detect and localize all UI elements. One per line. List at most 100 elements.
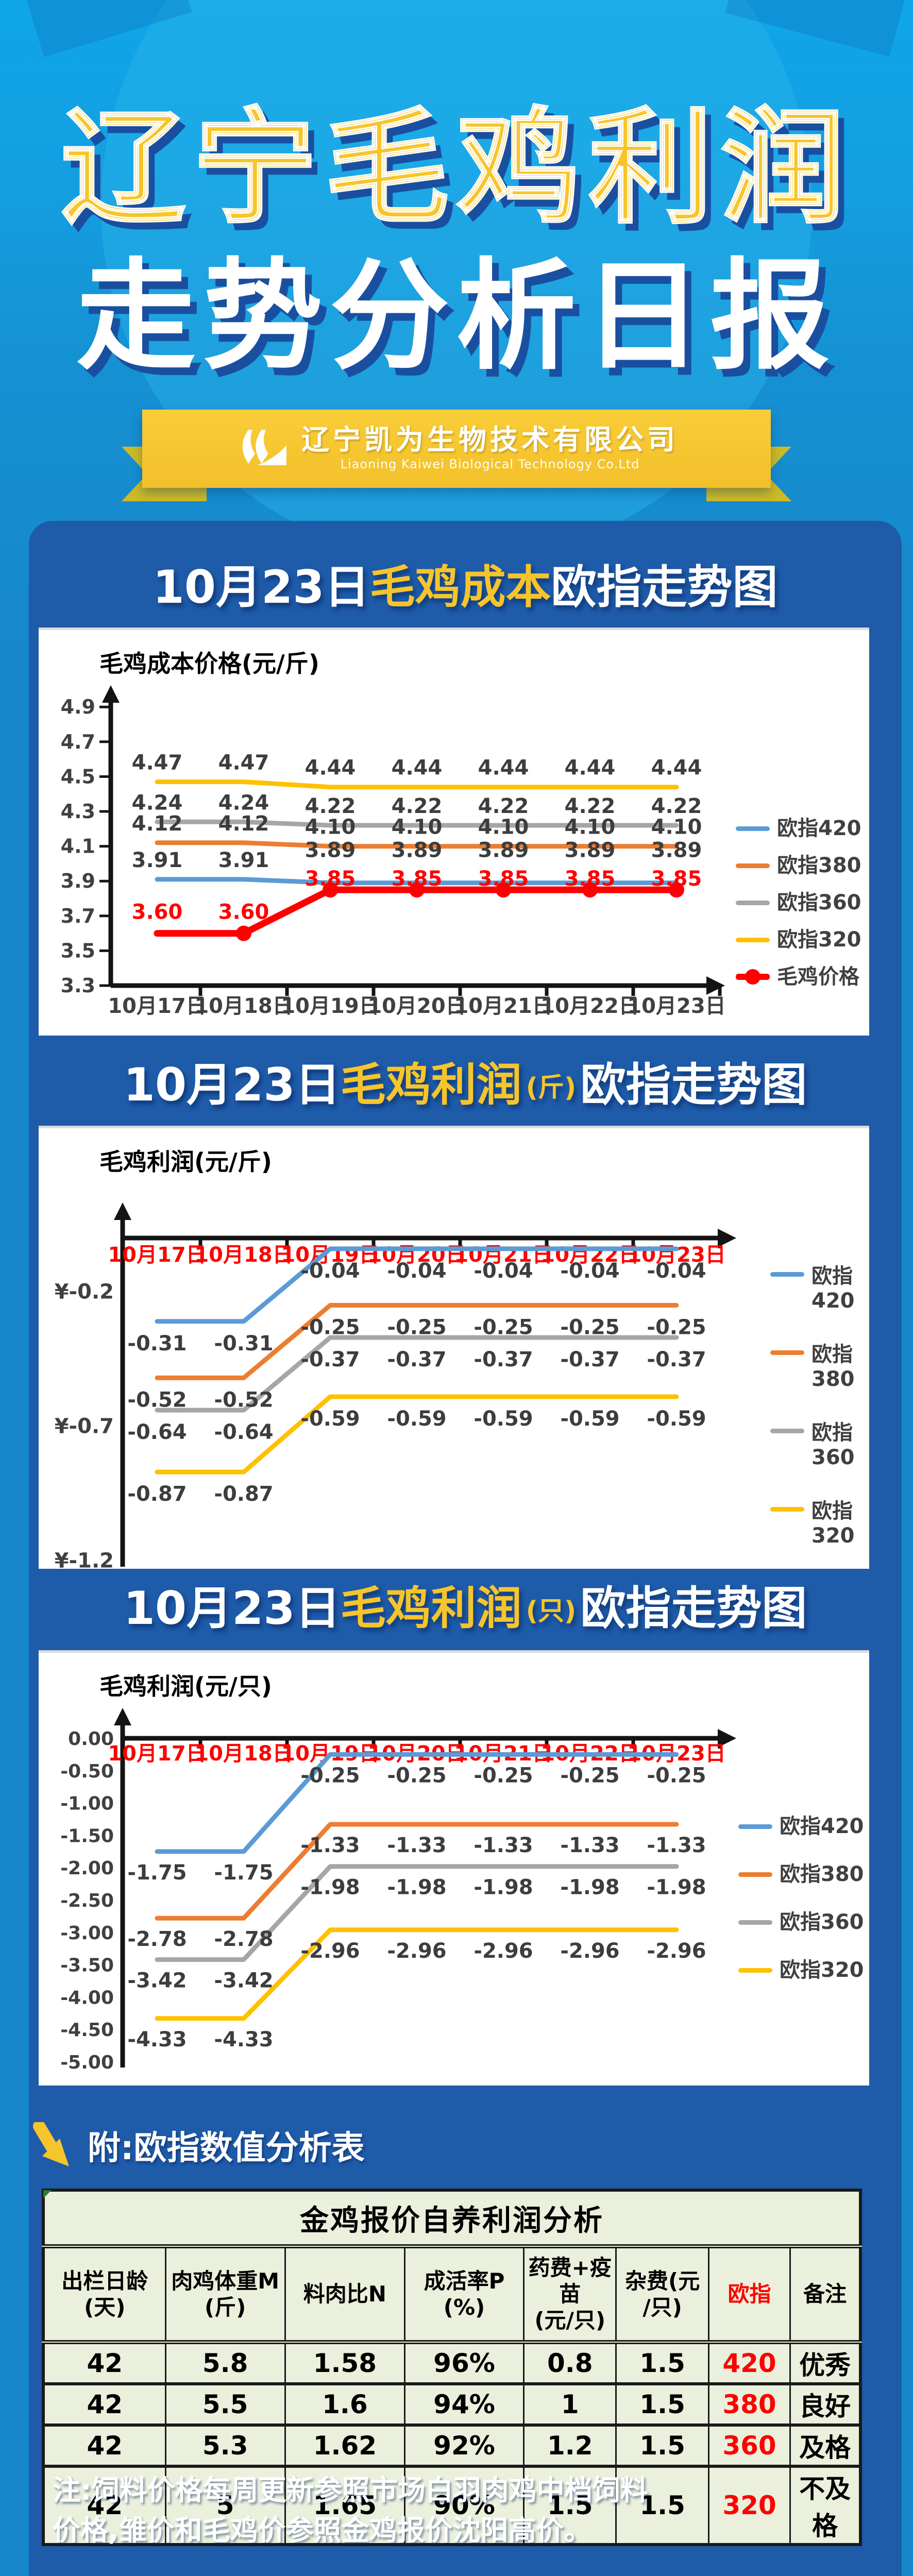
svg-text:4.47: 4.47 [132,751,183,775]
svg-text:-0.59: -0.59 [387,1407,446,1431]
svg-text:-0.52: -0.52 [214,1388,273,1412]
table-cell: 380 [707,2383,791,2427]
table-header-cell: 料肉比N [284,2245,405,2344]
table-row: 42 5.3 1.62 92% 1.2 1.5 360 及格 [42,2424,861,2468]
svg-text:-0.59: -0.59 [474,1407,533,1431]
table-header-cell: 备注 [789,2245,861,2344]
ribbon-band: 辽宁凯为生物技术有限公司 Liaoning Kaiwei Biological … [142,410,771,488]
table-header-cell: 成活率P (%) [403,2245,525,2344]
svg-text:-2.78: -2.78 [127,1927,187,1951]
svg-text:-0.04: -0.04 [560,1259,619,1283]
attachment-label: 附:欧指数值分析表 [88,2129,365,2167]
svg-text:-1.98: -1.98 [647,1876,706,1900]
profit-per-jin-chart-title: 毛鸡利润(元/斤) [99,1148,272,1176]
svg-text:-1.33: -1.33 [387,1834,446,1857]
table-cell: 1 [523,2383,617,2427]
table-cell: 1.5 [615,2465,709,2546]
table-header-cell: 肉鸡体重M (斤) [164,2245,286,2344]
legend-entry: 欧指420 [738,1814,864,1839]
legend-line-swatch [770,1272,804,1277]
svg-text:-2.50: -2.50 [60,1890,114,1911]
svg-text:10月21日: 10月21日 [454,994,552,1018]
legend-entry: 欧指420 [736,816,861,841]
company-ribbon: 辽宁凯为生物技术有限公司 Liaoning Kaiwei Biological … [122,410,791,513]
table-cell: 及格 [789,2424,861,2468]
svg-text:3.7: 3.7 [61,905,95,927]
svg-text:-1.98: -1.98 [387,1876,446,1900]
svg-text:-0.04: -0.04 [300,1259,360,1283]
svg-text:4.22: 4.22 [305,794,356,818]
svg-text:4.9: 4.9 [61,696,95,718]
svg-text:-2.00: -2.00 [60,1858,114,1879]
svg-text:3.89: 3.89 [651,839,702,862]
table-header-cell: 杂费(元/只) [615,2245,709,2344]
svg-text:-0.87: -0.87 [127,1482,187,1506]
svg-text:4.10: 4.10 [392,816,443,839]
svg-text:4.22: 4.22 [478,794,529,818]
table-cell: 1.2 [523,2424,617,2468]
legend-entry: 欧指320 [738,1958,864,1982]
svg-text:10月18日: 10月18日 [194,1243,293,1267]
svg-text:¥-1.2: ¥-1.2 [55,1549,114,1569]
section3-title-highlight: 毛鸡利润 [340,1582,522,1635]
legend-entry: 欧指320 [736,927,861,952]
svg-text:-1.98: -1.98 [300,1876,360,1900]
svg-text:-0.37: -0.37 [474,1348,533,1371]
legend-line-swatch [738,1872,772,1877]
legend-label: 欧指360 [780,1910,864,1934]
svg-text:-0.31: -0.31 [214,1332,273,1355]
svg-text:3.60: 3.60 [218,901,269,924]
svg-text:3.3: 3.3 [61,974,95,997]
svg-text:-3.50: -3.50 [60,1955,114,1976]
profit-per-bird-line-chart: 0.00-0.50-1.00-1.50-2.00-2.50-3.00-3.50-… [60,1708,736,2073]
svg-text:4.44: 4.44 [565,756,616,780]
svg-text:4.44: 4.44 [392,756,443,780]
svg-text:3.89: 3.89 [565,839,616,862]
legend-line-swatch [770,1350,804,1355]
svg-text:¥-0.2: ¥-0.2 [55,1280,114,1303]
table-header-cell: 出栏日龄 (天) [42,2245,166,2344]
legend-label: 欧指320 [780,1958,864,1982]
svg-text:-3.42: -3.42 [127,1969,187,1993]
svg-text:4.22: 4.22 [651,794,702,818]
profit-per-bird-chart-box: 毛鸡利润(元/只) 0.00 -0.50 -1.00 -1.50 -2.00 -2.50-… [39,1650,869,2086]
legend-line-swatch [738,1968,772,1973]
svg-text:4.44: 4.44 [651,756,702,780]
svg-text:-0.25: -0.25 [474,1764,533,1787]
legend-line-swatch [738,1920,772,1925]
table-cell: 1.5 [615,2383,709,2427]
svg-text:-0.04: -0.04 [647,1259,706,1283]
cost-chart-title: 毛鸡成本价格(元/斤) [99,650,319,677]
svg-text:10月23日: 10月23日 [627,994,725,1018]
excel-corner-artifact [43,2190,52,2198]
svg-text:4.10: 4.10 [565,816,616,839]
table-cell: 42 [42,2424,166,2468]
table-cell: 1.62 [284,2424,405,2468]
svg-text:3.89: 3.89 [478,839,529,862]
svg-text:4.10: 4.10 [651,816,702,839]
legend-entry: 毛鸡价格 [736,964,861,989]
table-row: 42 5.5 1.6 94% 1 1.5 380 良好 [42,2383,861,2427]
svg-text:-0.52: -0.52 [127,1388,187,1412]
section2-title-date: 10月23日 [123,1058,341,1111]
section1-title-post: 欧指走势图 [551,561,778,614]
svg-text:-0.25: -0.25 [300,1316,360,1340]
svg-text:-1.50: -1.50 [60,1825,114,1846]
svg-text:-1.33: -1.33 [647,1834,706,1857]
section3-title-unit: (只) [526,1596,577,1626]
table-cell: 5.5 [164,2383,286,2427]
svg-text:3.5: 3.5 [61,939,95,962]
svg-text:-0.04: -0.04 [387,1259,446,1283]
svg-text:-1.98: -1.98 [560,1876,619,1900]
svg-text:4.10: 4.10 [305,816,356,839]
profit-per-jin-line-chart: ¥-0.2¥-0.7¥-1.210月17日10月18日10月19日10月20日1… [55,1202,736,1569]
svg-text:10月20日: 10月20日 [367,994,466,1018]
svg-text:4.22: 4.22 [392,794,443,818]
table-header-cell: 欧指 [707,2245,791,2344]
svg-text:-0.37: -0.37 [387,1348,446,1371]
